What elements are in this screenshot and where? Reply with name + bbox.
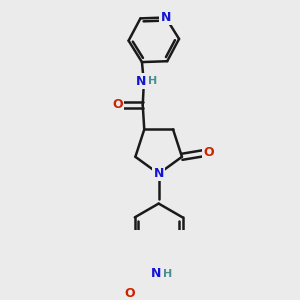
Text: N: N xyxy=(154,167,164,180)
Text: O: O xyxy=(124,286,135,300)
Text: N: N xyxy=(160,11,171,24)
Text: N: N xyxy=(151,268,162,281)
Text: O: O xyxy=(112,98,123,111)
Text: H: H xyxy=(163,269,172,279)
Text: O: O xyxy=(203,146,214,160)
Text: H: H xyxy=(148,76,157,86)
Text: N: N xyxy=(136,75,146,88)
